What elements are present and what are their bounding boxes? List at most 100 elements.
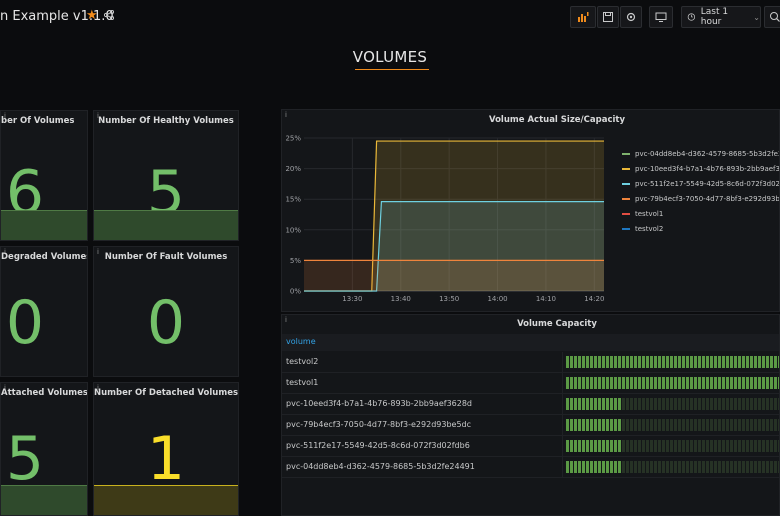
legend-item[interactable]: pvc-511f2e17-5549-42d5-8c6d-072f3d02fdb6: [622, 176, 779, 191]
settings-button[interactable]: [620, 6, 642, 28]
share-icon[interactable]: [104, 10, 114, 20]
gauge-segment: [750, 398, 753, 410]
gauge-segment: [750, 440, 753, 452]
add-panel-button[interactable]: [570, 6, 596, 28]
gauge-segment: [714, 440, 717, 452]
row-title[interactable]: VOLUMES: [352, 48, 428, 66]
panel-title: Number Of Fault Volumes: [104, 252, 228, 262]
gauge-segment: [746, 356, 749, 368]
legend-item[interactable]: pvc-10eed3f4-b7a1-4b76-893b-2bb9aef3628d: [622, 161, 779, 176]
gauge-segment: [690, 398, 693, 410]
table-row[interactable]: pvc-04dd8eb4-d362-4579-8685-5b3d2fe24491: [282, 457, 779, 478]
gauge-segment: [774, 440, 777, 452]
gauge-segment: [690, 377, 693, 389]
gauge-segment: [634, 377, 637, 389]
dashboard-title[interactable]: n Example v1.1.0: [0, 9, 114, 24]
legend-swatch: [622, 152, 630, 155]
legend-item[interactable]: pvc-04dd8eb4-d362-4579-8685-5b3d2fe24491: [622, 146, 779, 161]
gauge-segment: [678, 398, 681, 410]
stat-panel-total-volumes[interactable]: i ber Of Volumes 6: [0, 110, 88, 241]
gauge-segment: [626, 440, 629, 452]
gauge-segment: [626, 419, 629, 431]
gauge-segment: [770, 356, 773, 368]
line-chart[interactable]: 25% 20% 15% 10% 5% 0% 13:30 13:40 13:50 14:00 14:1…: [282, 110, 622, 312]
gauge-segment: [714, 419, 717, 431]
gauge-segment: [642, 398, 645, 410]
table-row[interactable]: pvc-10eed3f4-b7a1-4b76-893b-2bb9aef3628d: [282, 394, 779, 415]
star-icon[interactable]: ★: [86, 8, 98, 23]
y-tick-label: 5%: [290, 257, 301, 265]
gauge-segment: [578, 377, 581, 389]
gauge-segment: [662, 356, 665, 368]
gauge-segment: [674, 377, 677, 389]
panel-title: Number Of Detached Volumes...: [94, 388, 239, 398]
legend-item[interactable]: testvol2: [622, 221, 779, 236]
table-row[interactable]: testvol1: [282, 373, 779, 394]
zoom-out-button[interactable]: [764, 6, 780, 28]
gauge-segment: [570, 398, 573, 410]
gauge-segment: [746, 440, 749, 452]
gauge-segment: [698, 461, 701, 473]
legend-item[interactable]: pvc-79b4ecf3-7050-4d77-8bf3-e292d93be5dc: [622, 191, 780, 206]
sparkline-fill: [94, 210, 238, 240]
gauge-segment: [622, 356, 625, 368]
gauge-segment: [738, 356, 741, 368]
time-range-picker[interactable]: Last 1 hour ⌄: [681, 6, 761, 28]
gauge-segment: [722, 356, 725, 368]
table-row[interactable]: pvc-79b4ecf3-7050-4d77-8bf3-e292d93be5dc: [282, 415, 779, 436]
table-row[interactable]: testvol2: [282, 352, 779, 373]
gauge-segment: [730, 419, 733, 431]
table-row[interactable]: pvc-511f2e17-5549-42d5-8c6d-072f3d02fdb6: [282, 436, 779, 457]
save-dashboard-button[interactable]: [597, 6, 619, 28]
gauge-segment: [670, 440, 673, 452]
stat-panel-fault-volumes[interactable]: i Number Of Fault Volumes 0: [93, 246, 239, 377]
y-tick-label: 0%: [290, 288, 301, 296]
volume-name-cell: testvol1: [286, 378, 319, 387]
series-area: [304, 260, 604, 291]
gauge-segment: [778, 440, 779, 452]
stat-panel-attached-volumes[interactable]: i Attached Volumes 5: [0, 382, 88, 516]
gauge-segment: [718, 356, 721, 368]
capacity-bar-gauge: [566, 398, 779, 410]
gauge-segment: [570, 461, 573, 473]
column-header-volume[interactable]: volume: [286, 337, 316, 346]
gauge-segment: [598, 440, 601, 452]
graph-panel-volume-size[interactable]: i Volume Actual Size/Capacity 25% 20% 15% 1…: [281, 109, 780, 312]
gauge-segment: [646, 356, 649, 368]
table-panel-volume-capacity[interactable]: i Volume Capacity volume testvol2 testvol…: [281, 314, 780, 516]
gauge-segment: [706, 419, 709, 431]
info-icon: i: [97, 248, 99, 256]
info-icon: i: [4, 384, 6, 392]
stat-value: 0: [146, 288, 186, 358]
gauge-segment: [702, 440, 705, 452]
gauge-segment: [754, 461, 757, 473]
gauge-segment: [630, 356, 633, 368]
legend-item[interactable]: testvol1: [622, 206, 779, 221]
y-tick-label: 10%: [285, 226, 301, 234]
gauge-segment: [674, 419, 677, 431]
legend-label: pvc-79b4ecf3-7050-4d77-8bf3-e292d93be5dc: [635, 194, 780, 203]
stat-panel-healthy-volumes[interactable]: i Number Of Healthy Volumes 5: [93, 110, 239, 241]
panel-title: Number Of Healthy Volumes: [98, 116, 234, 126]
tv-mode-button[interactable]: [649, 6, 673, 28]
stat-panel-detached-volumes[interactable]: i Number Of Detached Volumes... 1: [93, 382, 239, 516]
table-header: volume: [282, 334, 779, 351]
gauge-segment: [734, 356, 737, 368]
gauge-segment: [602, 356, 605, 368]
gauge-segment: [586, 356, 589, 368]
gauge-segment: [614, 356, 617, 368]
gauge-segment: [654, 419, 657, 431]
gauge-segment: [734, 440, 737, 452]
gauge-segment: [706, 398, 709, 410]
gauge-segment: [618, 419, 621, 431]
gauge-segment: [738, 419, 741, 431]
gauge-segment: [582, 356, 585, 368]
stat-panel-degraded-volumes[interactable]: i Degraded Volumes... 0: [0, 246, 88, 377]
gauge-segment: [738, 398, 741, 410]
gauge-segment: [746, 377, 749, 389]
gauge-segment: [602, 461, 605, 473]
gauge-segment: [766, 440, 769, 452]
gauge-segment: [610, 356, 613, 368]
gauge-segment: [650, 440, 653, 452]
gauge-segment: [674, 398, 677, 410]
